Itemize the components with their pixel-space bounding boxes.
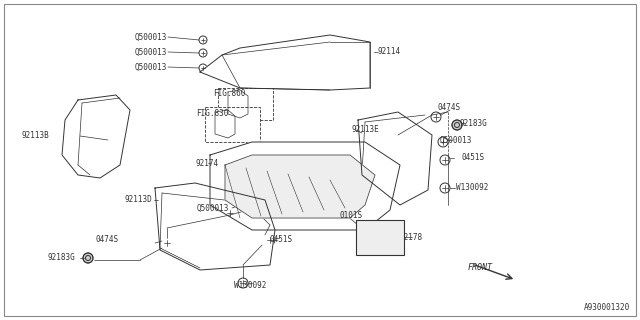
- Text: 0101S: 0101S: [340, 211, 363, 220]
- Text: FRONT: FRONT: [468, 262, 493, 271]
- Text: 92113E: 92113E: [352, 125, 380, 134]
- Text: 0474S: 0474S: [96, 236, 119, 244]
- Text: 92174: 92174: [196, 158, 219, 167]
- Text: 0474S: 0474S: [438, 103, 461, 113]
- Circle shape: [83, 253, 93, 263]
- Text: FIG.830: FIG.830: [196, 108, 228, 117]
- Text: 92183G: 92183G: [460, 118, 488, 127]
- Text: A930001320: A930001320: [584, 303, 630, 312]
- Bar: [218, 88, 273, 120]
- Text: 92113D: 92113D: [124, 196, 152, 204]
- Text: 0451S: 0451S: [462, 154, 485, 163]
- Text: Q500013: Q500013: [134, 33, 167, 42]
- Text: 0451S: 0451S: [270, 236, 293, 244]
- Polygon shape: [200, 35, 370, 90]
- Text: Q500013: Q500013: [134, 62, 167, 71]
- Text: Q500013: Q500013: [134, 47, 167, 57]
- Text: 92183G: 92183G: [48, 253, 76, 262]
- Bar: [356, 220, 404, 255]
- Text: W130092: W130092: [456, 183, 488, 193]
- Polygon shape: [210, 142, 400, 230]
- Polygon shape: [62, 95, 130, 178]
- Polygon shape: [358, 112, 432, 205]
- Text: FIG.860: FIG.860: [213, 89, 245, 98]
- Text: Q500013: Q500013: [440, 135, 472, 145]
- Polygon shape: [225, 155, 375, 218]
- Polygon shape: [155, 183, 275, 270]
- Bar: [205, 107, 260, 142]
- Text: 92178: 92178: [400, 233, 423, 242]
- Text: Q500013: Q500013: [197, 204, 229, 212]
- Circle shape: [452, 120, 462, 130]
- Text: 92114: 92114: [378, 47, 401, 57]
- Text: W130092: W130092: [234, 281, 266, 290]
- Text: 92113B: 92113B: [22, 132, 50, 140]
